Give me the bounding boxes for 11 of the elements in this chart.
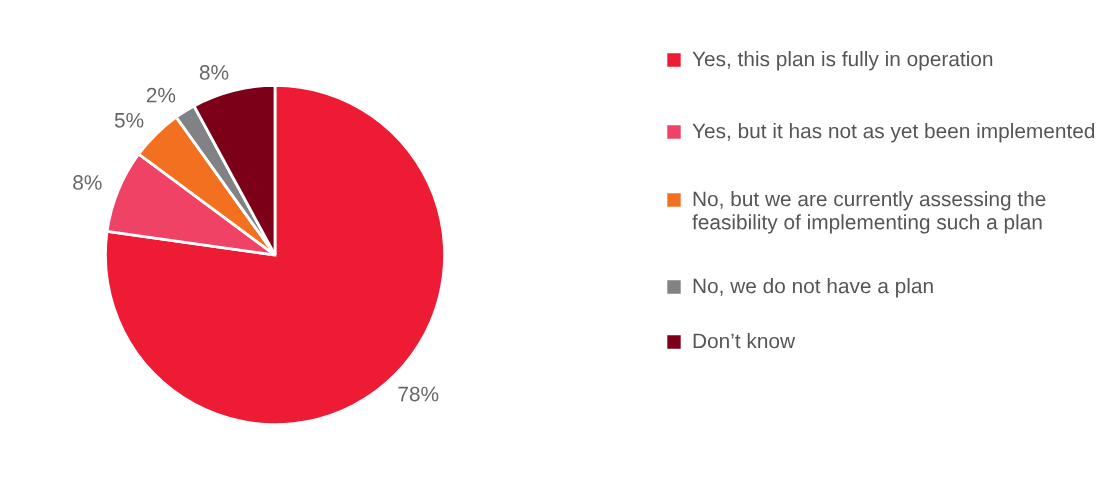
pie-slice — [104, 84, 446, 426]
data-label: 5% — [114, 112, 144, 128]
data-label: 8% — [73, 175, 102, 190]
data-label: 78% — [398, 386, 439, 402]
data-label: 8% — [199, 65, 229, 80]
data-label: 2% — [146, 87, 176, 103]
legend-label: Yes, this plan is fully in operation — [692, 51, 993, 71]
legend-label: Yes, but it has not as yet been implemented — [692, 123, 1095, 143]
legend-label: No, but we are currently assessing the feasibility of implementing such a plan — [692, 191, 1046, 234]
legend-label: No, we do not have a plan — [693, 278, 933, 298]
legend-label: Don’t know — [693, 333, 796, 349]
